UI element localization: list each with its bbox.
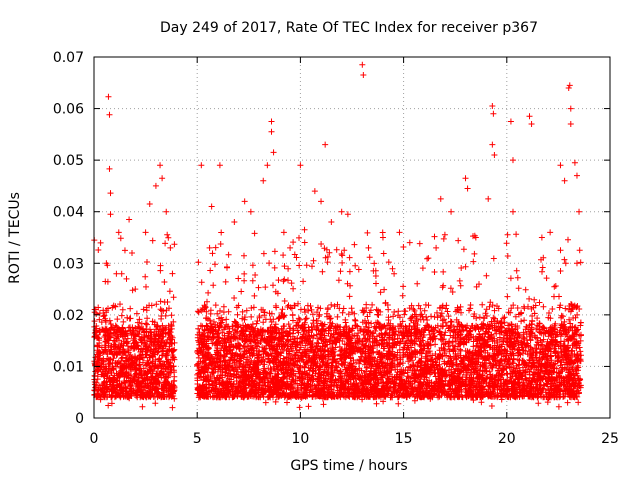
point-cloud [91, 229, 584, 411]
y-tick-label: 0.07 [53, 50, 84, 66]
data-point [359, 61, 366, 68]
data-point [462, 175, 469, 182]
data-point [115, 229, 122, 236]
y-tick-label: 0 [75, 411, 84, 427]
data-points [91, 61, 584, 411]
y-tick-label: 0.02 [53, 308, 84, 324]
chart-title: Day 249 of 2017, Rate Of TEC Index for r… [160, 20, 538, 36]
data-point [464, 185, 471, 192]
data-point [216, 162, 223, 169]
data-point [406, 239, 413, 246]
data-point [121, 247, 128, 254]
data-point [566, 82, 573, 89]
data-point [270, 149, 277, 156]
data-point [301, 226, 308, 233]
axis-ticks [93, 56, 611, 419]
x-tick-label: 0 [90, 431, 99, 447]
data-point [260, 177, 267, 184]
data-point [567, 121, 574, 128]
y-tick-labels: 0 0.01 0.02 0.03 0.04 0.05 0.06 0.07 [53, 50, 84, 427]
data-point [557, 162, 564, 169]
data-point [106, 165, 113, 172]
data-point [448, 208, 455, 215]
y-tick-label: 0.01 [53, 359, 84, 375]
data-point [311, 188, 318, 195]
y-tick-label: 0.04 [53, 205, 84, 221]
data-point [268, 128, 275, 135]
data-point [132, 286, 139, 293]
data-point [142, 229, 149, 236]
x-tick-label: 25 [601, 431, 619, 447]
data-point [328, 219, 335, 226]
data-point [489, 141, 496, 148]
data-point [344, 211, 351, 218]
y-axis-label: ROTI / TECUs [7, 192, 23, 284]
data-point [107, 190, 114, 197]
data-point [507, 118, 514, 125]
x-tick-label: 20 [498, 431, 516, 447]
data-point [472, 234, 479, 241]
plot-frame [93, 56, 611, 419]
data-point [268, 118, 275, 125]
data-point [126, 216, 133, 223]
y-tick-label: 0.05 [53, 153, 84, 169]
data-point [528, 121, 535, 128]
data-point [509, 157, 516, 164]
data-point [561, 177, 568, 184]
x-tick-label: 5 [193, 431, 202, 447]
data-point [485, 195, 492, 202]
data-point [198, 162, 205, 169]
data-point [297, 162, 304, 169]
data-point [565, 84, 572, 91]
data-point [241, 198, 248, 205]
data-point [396, 229, 403, 236]
data-point [169, 404, 176, 411]
y-tick-label: 0.06 [53, 102, 84, 118]
data-point [490, 110, 497, 117]
data-point [206, 244, 213, 251]
data-point [489, 102, 496, 109]
data-point [103, 260, 110, 267]
data-point [231, 219, 238, 226]
data-point [573, 172, 580, 179]
data-point [365, 244, 372, 251]
data-point [567, 105, 574, 112]
data-point [538, 234, 545, 241]
data-point [264, 162, 271, 169]
data-point [379, 234, 386, 241]
data-point [107, 211, 114, 218]
data-point [106, 111, 113, 118]
data-point [287, 244, 294, 251]
y-tick-label: 0.03 [53, 256, 84, 272]
data-point [322, 141, 329, 148]
data-point [247, 208, 254, 215]
data-point [167, 244, 174, 251]
data-point [159, 175, 166, 182]
data-point [169, 270, 176, 277]
data-point [526, 113, 533, 120]
data-point [509, 208, 516, 215]
data-point [146, 200, 153, 207]
data-point [437, 195, 444, 202]
data-point [491, 151, 498, 158]
data-point [152, 182, 159, 189]
data-point [576, 208, 583, 215]
data-point [338, 208, 345, 215]
data-point [571, 159, 578, 166]
data-point [163, 208, 170, 215]
data-point [157, 162, 164, 169]
data-point [105, 93, 112, 100]
data-point [280, 229, 287, 236]
x-tick-label: 10 [291, 431, 309, 447]
x-tick-labels: 0 5 10 15 20 25 [90, 431, 619, 447]
data-point [208, 203, 215, 210]
data-point [360, 72, 367, 79]
data-point [318, 198, 325, 205]
data-point [547, 229, 554, 236]
x-tick-label: 15 [395, 431, 413, 447]
data-point [425, 255, 432, 262]
x-axis-label: GPS time / hours [290, 458, 407, 474]
data-point [573, 260, 580, 267]
